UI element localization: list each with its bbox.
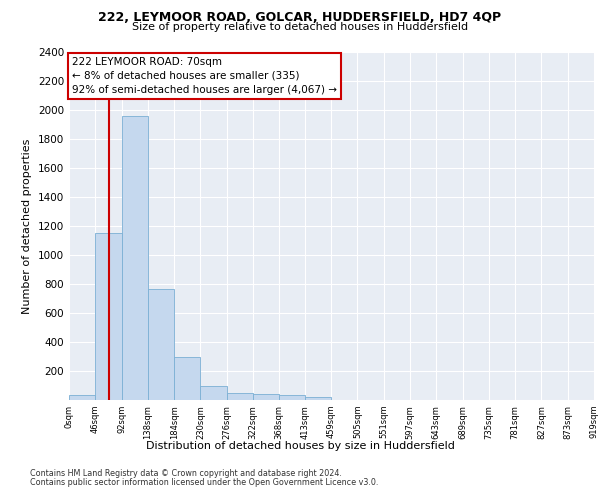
Bar	[95, 234, 122, 400]
Y-axis label: Number of detached properties: Number of detached properties	[22, 138, 32, 314]
Bar	[148, 288, 174, 400]
Text: Size of property relative to detached houses in Huddersfield: Size of property relative to detached ho…	[132, 22, 468, 32]
Text: 222 LEYMOOR ROAD: 70sqm
← 8% of detached houses are smaller (335)
92% of semi-de: 222 LEYMOOR ROAD: 70sqm ← 8% of detached…	[72, 57, 337, 95]
Bar	[227, 393, 253, 400]
Text: Distribution of detached houses by size in Huddersfield: Distribution of detached houses by size …	[146, 441, 454, 451]
Bar	[200, 386, 227, 400]
Bar	[122, 116, 148, 400]
Bar	[69, 395, 95, 400]
Bar	[174, 356, 200, 400]
Bar	[253, 394, 279, 400]
Bar	[279, 396, 305, 400]
Text: 222, LEYMOOR ROAD, GOLCAR, HUDDERSFIELD, HD7 4QP: 222, LEYMOOR ROAD, GOLCAR, HUDDERSFIELD,…	[98, 11, 502, 24]
Bar	[305, 397, 331, 400]
Text: Contains public sector information licensed under the Open Government Licence v3: Contains public sector information licen…	[30, 478, 379, 487]
Text: Contains HM Land Registry data © Crown copyright and database right 2024.: Contains HM Land Registry data © Crown c…	[30, 469, 342, 478]
